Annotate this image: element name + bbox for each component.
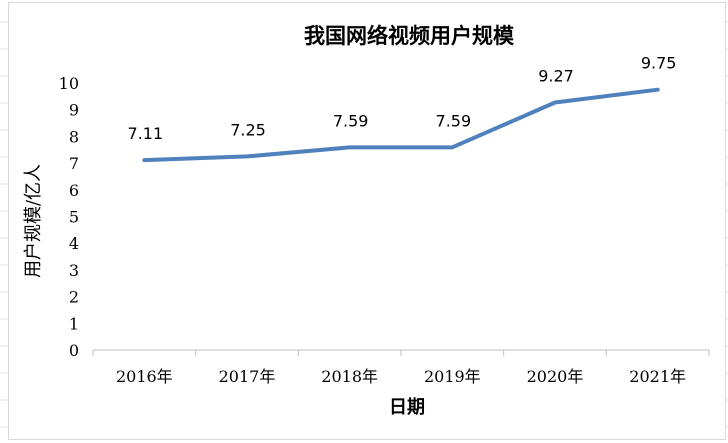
x-axis-title: 日期 xyxy=(389,397,425,418)
data-label: 9.27 xyxy=(538,66,574,85)
y-tick-label: 4 xyxy=(69,234,79,253)
y-tick-label: 2 xyxy=(69,288,79,307)
y-tick-label: 3 xyxy=(69,261,79,280)
data-label: 7.11 xyxy=(128,124,164,143)
y-tick-label: 0 xyxy=(69,341,79,360)
chart-object[interactable]: 我国网络视频用户规模 0 1 2 3 4 5 6 7 8 9 10 2016年 2017年 2018年 2… xyxy=(8,2,726,440)
x-tick-label: 2021年 xyxy=(629,367,686,386)
data-label: 9.75 xyxy=(641,54,677,73)
data-labels: 7.11 7.25 7.59 7.59 9.27 9.75 xyxy=(128,54,677,143)
x-axis-ticks: 2016年 2017年 2018年 2019年 2020年 2021年 xyxy=(92,350,710,386)
y-axis-title: 用户规模/亿人 xyxy=(23,164,44,278)
y-tick-label: 6 xyxy=(69,181,79,200)
y-tick-label: 8 xyxy=(69,127,79,146)
y-axis-ticks: 0 1 2 3 4 5 6 7 8 9 10 xyxy=(59,74,79,360)
x-tick-label: 2020年 xyxy=(527,367,584,386)
series-line xyxy=(142,87,660,163)
series-group xyxy=(142,87,660,163)
y-tick-label: 7 xyxy=(69,154,79,173)
data-label: 7.59 xyxy=(436,111,472,130)
x-tick-label: 2018年 xyxy=(321,367,378,386)
y-tick-label: 9 xyxy=(69,101,79,120)
x-tick-label: 2019年 xyxy=(424,367,481,386)
y-tick-label: 1 xyxy=(69,314,79,333)
x-tick-label: 2017年 xyxy=(219,367,276,386)
x-tick-label: 2016年 xyxy=(116,367,173,386)
data-label: 7.59 xyxy=(333,111,369,130)
chart-title: 我国网络视频用户规模 xyxy=(304,23,515,48)
data-label: 7.25 xyxy=(230,120,266,139)
y-tick-label: 5 xyxy=(69,208,79,227)
y-tick-label: 10 xyxy=(59,74,79,93)
